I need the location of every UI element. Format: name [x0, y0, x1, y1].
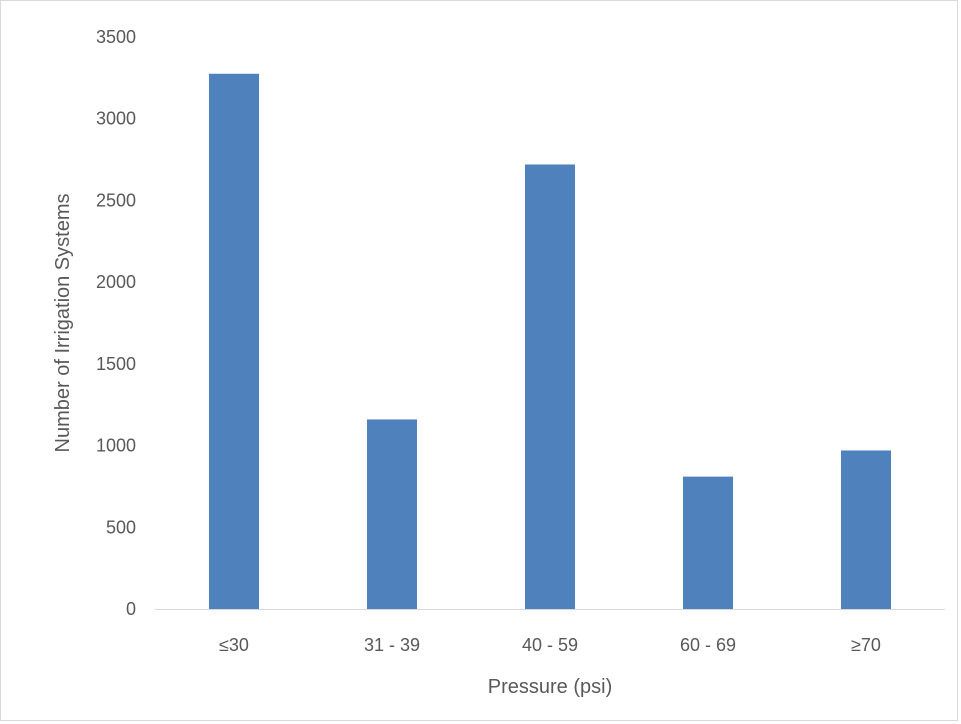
bars: [209, 74, 891, 609]
bar: [525, 164, 575, 609]
y-tick-label: 0: [126, 599, 136, 619]
bar: [841, 450, 891, 609]
bar: [683, 477, 733, 609]
x-tick-label: ≥70: [851, 635, 881, 655]
y-tick-label: 3000: [96, 109, 136, 129]
y-tick-label: 2500: [96, 190, 136, 210]
y-tick-label: 2000: [96, 272, 136, 292]
x-tick-label: 40 - 59: [522, 635, 578, 655]
y-tick-label: 1500: [96, 354, 136, 374]
y-tick-label: 500: [106, 517, 136, 537]
x-axis-title: Pressure (psi): [488, 676, 612, 698]
y-axis-ticks: 0 500 1000 1500 2000 2500 3000 3500: [96, 27, 136, 619]
x-axis-ticks: ≤30 31 - 39 40 - 59 60 - 69 ≥70: [219, 635, 881, 655]
y-tick-label: 1000: [96, 436, 136, 456]
bar: [209, 74, 259, 609]
y-tick-label: 3500: [96, 27, 136, 47]
bar: [367, 419, 417, 609]
x-tick-label: 31 - 39: [364, 635, 420, 655]
x-tick-label: ≤30: [219, 635, 249, 655]
y-axis-title: Number of Irrigation Systems: [52, 194, 74, 453]
x-tick-label: 60 - 69: [680, 635, 736, 655]
